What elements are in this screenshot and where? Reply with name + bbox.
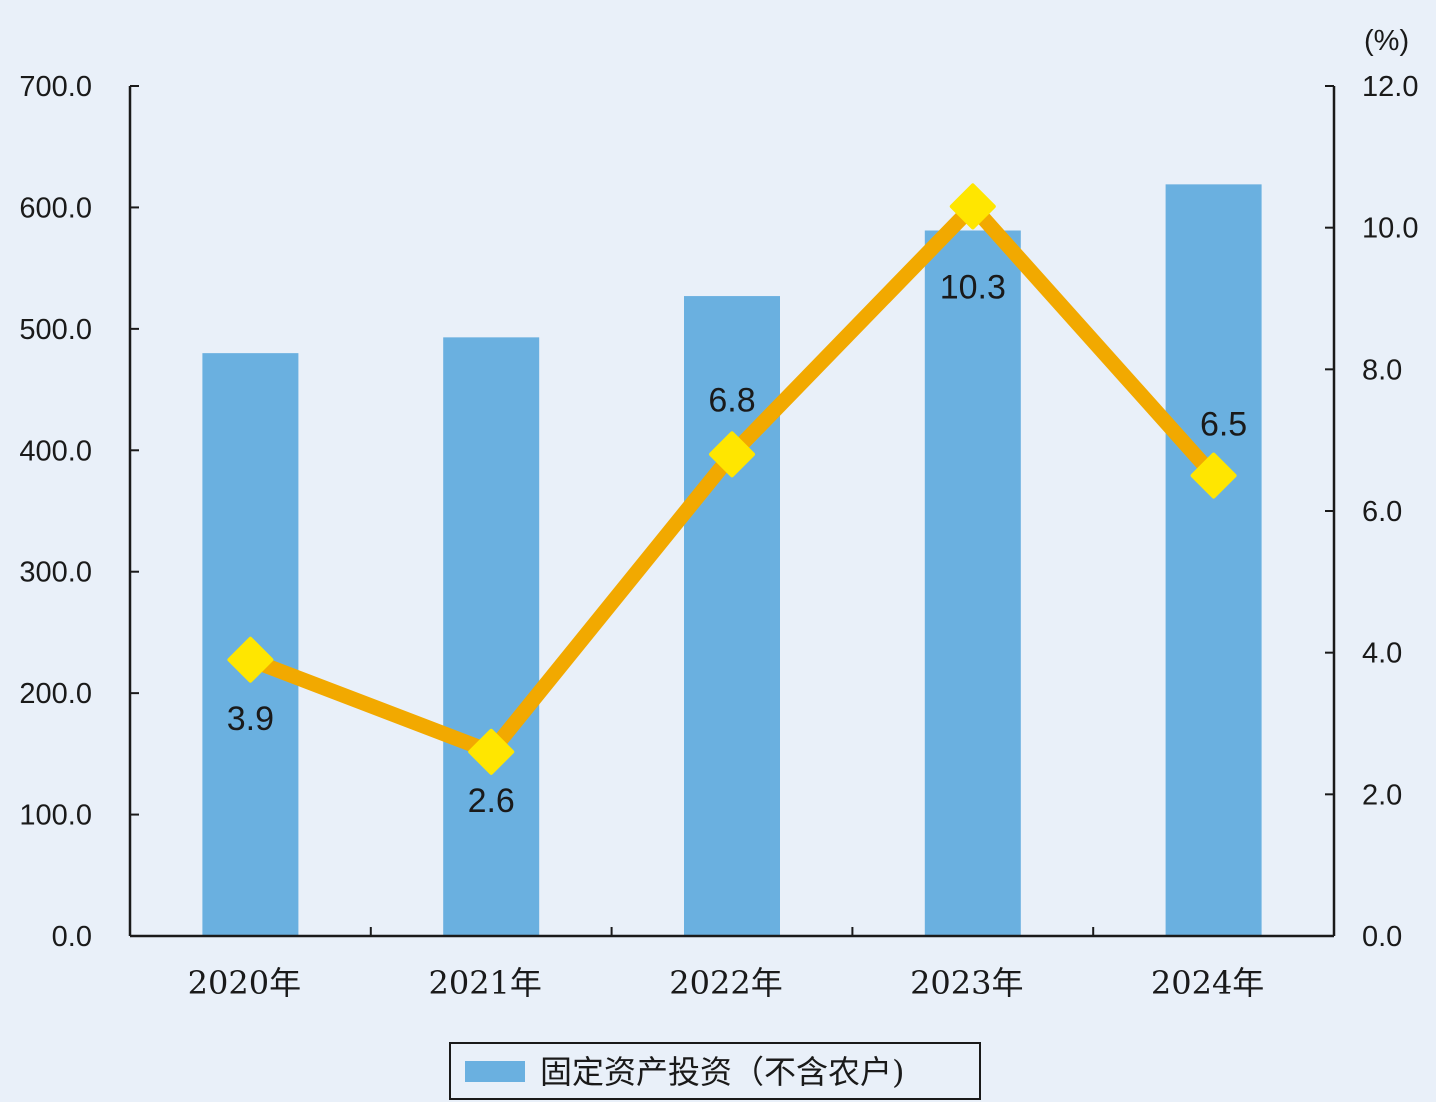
line-marker-3: [949, 183, 996, 230]
right-tick-label-0: 0.0: [1362, 921, 1402, 953]
legend-label: 固定资产投资（不含农户): [540, 1053, 905, 1091]
data-label-4: 6.5: [1200, 406, 1247, 444]
line-marker-1: [468, 728, 515, 775]
right-tick-label-1: 2.0: [1362, 779, 1402, 811]
legend-swatch-bar: [465, 1061, 525, 1082]
axes-layer: [128, 85, 1336, 938]
bar-2: [684, 296, 780, 937]
bar-4: [1165, 184, 1262, 936]
data-label-1: 2.6: [468, 782, 515, 820]
left-tick-label-6: 600.0: [19, 192, 92, 224]
data-label-2: 6.8: [708, 381, 755, 419]
left-tick-label-0: 0.0: [52, 921, 92, 953]
bar-1: [443, 337, 540, 936]
left-tick-label-1: 100.0: [19, 800, 92, 832]
line-marker-2: [709, 431, 755, 478]
line-marker-4: [1190, 452, 1237, 499]
left-tick-label-5: 500.0: [19, 314, 92, 346]
bars-layer: [202, 184, 1262, 937]
line-layer: [227, 183, 1237, 775]
data-label-0: 3.9: [227, 700, 274, 738]
x-tick-label-0: 2020年: [188, 964, 301, 1002]
bar-3: [924, 230, 1021, 936]
x-tick-label-2: 2022年: [669, 964, 782, 1002]
x-tick-label-1: 2021年: [428, 964, 541, 1002]
right-tick-label-4: 8.0: [1362, 354, 1402, 386]
line-marker-0: [227, 636, 274, 683]
left-tick-label-2: 200.0: [19, 678, 92, 710]
labels-layer: 3.9 2.6 6.8 10.3 6.5 0.0 100.0 200.0 300.0 400.0 5…: [19, 71, 1418, 1002]
right-tick-label-3: 6.0: [1362, 496, 1402, 528]
left-tick-label-4: 400.0: [19, 435, 92, 467]
x-tick-label-3: 2023年: [910, 964, 1023, 1002]
left-tick-label-7: 700.0: [19, 71, 92, 103]
right-tick-label-6: 12.0: [1362, 71, 1418, 103]
legend: 固定资产投资（不含农户): [449, 1042, 981, 1100]
left-tick-label-3: 300.0: [19, 557, 92, 589]
right-axis-unit: (%): [1364, 25, 1409, 57]
right-tick-label-2: 4.0: [1362, 638, 1402, 670]
legend-frame: [449, 1042, 981, 1100]
data-label-3: 10.3: [940, 268, 1006, 306]
right-tick-label-5: 10.0: [1362, 213, 1418, 245]
x-tick-label-4: 2024年: [1151, 964, 1264, 1002]
